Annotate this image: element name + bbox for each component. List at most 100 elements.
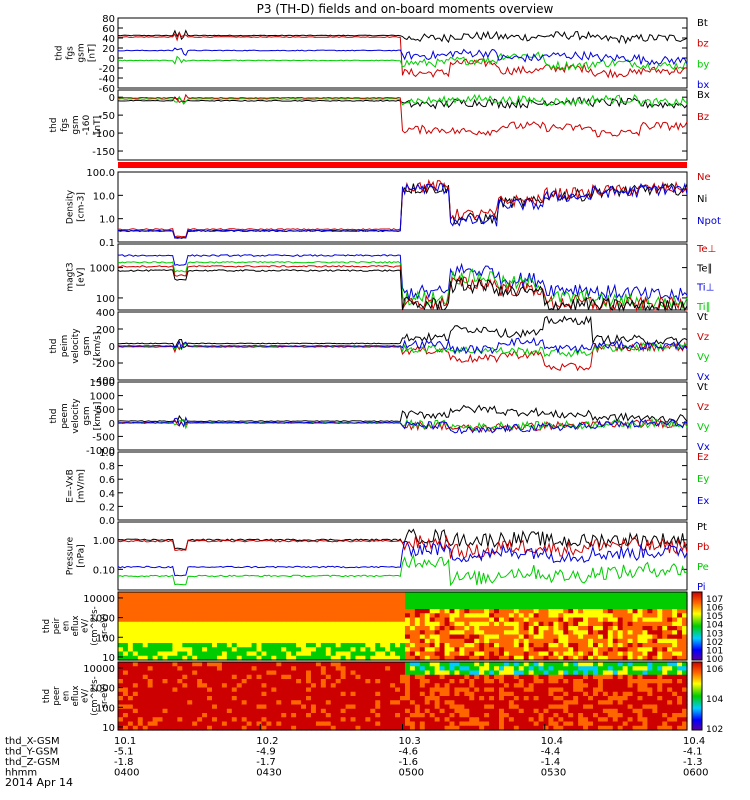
spectrogram-cell [241, 666, 248, 672]
spectrogram-cell [246, 626, 253, 631]
spectrogram-cell [627, 713, 634, 718]
spectrogram-cell [439, 700, 446, 706]
spectrogram-cell [390, 662, 396, 667]
spectrogram-cell [142, 713, 149, 718]
spectrogram-cell [202, 626, 208, 631]
spectrogram-cell [464, 647, 470, 653]
spectrogram-cell [370, 613, 376, 619]
spectrogram-cell [672, 630, 678, 636]
spectrogram-cell [419, 662, 426, 667]
spectrogram-cell [409, 613, 416, 619]
spectrogram-cell [256, 617, 263, 623]
spectrogram-cell [523, 674, 530, 680]
spectrogram-cell [404, 626, 411, 631]
spectrogram-cell [404, 725, 411, 731]
spectrogram-cell [320, 647, 327, 653]
spectrogram-cell [667, 604, 673, 610]
spectrogram-cell [226, 626, 233, 631]
spectrogram-cell [395, 617, 401, 623]
spectrogram-cell [454, 596, 460, 602]
spectrogram-cell [424, 717, 431, 723]
spectrogram-cell [325, 592, 332, 597]
spectrogram-cell [439, 604, 446, 610]
spectrogram-cell [177, 674, 183, 680]
spectrogram-cell [236, 647, 243, 653]
spectrogram-cell [568, 674, 574, 680]
spectrogram-cell [118, 670, 124, 676]
spectrogram-cell [677, 638, 683, 644]
spectrogram-cell [508, 630, 515, 636]
spectrogram-cell [662, 670, 668, 676]
spectrogram-cell [137, 634, 144, 640]
spectrogram-cell [543, 643, 550, 648]
spectrogram-cell [597, 679, 604, 684]
spectrogram-cell [553, 696, 559, 701]
spectrogram-cell [400, 670, 406, 676]
spectrogram-cell [256, 717, 263, 723]
spectrogram-cell [177, 596, 183, 602]
spectrogram-cell [578, 670, 584, 676]
spectrogram-cell [152, 604, 159, 610]
spectrogram-cell [122, 655, 129, 661]
spectrogram-cell [177, 713, 183, 718]
x-row-value: -4.4 [541, 747, 561, 758]
spectrogram-cell [409, 696, 416, 701]
spectrogram-cell [370, 600, 376, 606]
spectrogram-cell [261, 621, 268, 627]
spectrogram-cell [484, 604, 490, 610]
spectrogram-cell [345, 679, 352, 684]
spectrogram-cell [251, 630, 258, 636]
spectrogram-cell [439, 651, 446, 657]
spectrogram-cell [375, 662, 381, 667]
spectrogram-cell [409, 634, 416, 640]
spectrogram-cell [592, 630, 599, 636]
spectrogram-cell [563, 700, 569, 706]
spectrogram-cell [187, 704, 193, 710]
spectrogram-cell [444, 617, 451, 623]
spectrogram-cell [449, 696, 456, 701]
spectrogram-cell [444, 700, 451, 706]
colorbar-tick-label: 101 [706, 646, 723, 656]
spectrogram-cell [642, 626, 649, 631]
spectrogram-cell [622, 713, 629, 718]
spectrogram-cell [281, 662, 287, 667]
spectrogram-cell [147, 700, 154, 706]
spectrogram-cell [291, 613, 297, 619]
spectrogram-cell [147, 717, 154, 723]
spectrogram-cell [192, 691, 198, 697]
y-axis-label-line: [mV/m] [77, 469, 87, 503]
spectrogram-cell [296, 674, 302, 680]
spectrogram-cell [261, 700, 268, 706]
spectrogram-cell [385, 691, 391, 697]
spectrogram-cell [281, 674, 287, 680]
spectrogram-cell [429, 621, 436, 627]
spectrogram-cell [682, 655, 688, 661]
spectrogram-cell [429, 683, 436, 689]
spectrogram-cell [197, 596, 203, 602]
spectrogram-cell [677, 613, 683, 619]
series-line-black [117, 29, 688, 45]
spectrogram-cell [241, 696, 248, 701]
spectrogram-cell [498, 634, 505, 640]
spectrogram-cell [375, 700, 381, 706]
spectrogram-cell [459, 643, 465, 648]
spectrogram-cell [553, 662, 559, 667]
spectrogram-cell [597, 604, 604, 610]
spectrogram-cell [597, 630, 604, 636]
spectrogram-cell [236, 600, 243, 606]
spectrogram-cell [414, 704, 421, 710]
spectrogram-cell [647, 626, 653, 631]
spectrogram-cell [672, 679, 678, 684]
spectrogram-cell [533, 725, 540, 731]
spectrogram-cell [236, 621, 243, 627]
spectrogram-cell [296, 708, 302, 714]
spectrogram-cell [236, 696, 243, 701]
spectrogram-cell [197, 651, 203, 657]
spectrogram-cell [489, 696, 495, 701]
spectrogram-cell [597, 634, 604, 640]
spectrogram-cell [484, 609, 490, 614]
spectrogram-cell [306, 613, 312, 619]
spectrogram-cell [667, 617, 673, 623]
spectrogram-cell [548, 687, 555, 693]
spectrogram-cell [182, 630, 188, 636]
